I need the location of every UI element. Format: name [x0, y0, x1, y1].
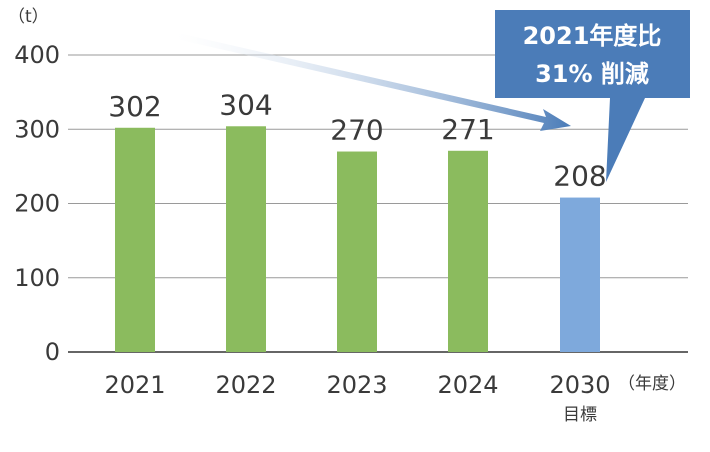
category-label-2023: 2023	[326, 371, 387, 399]
value-label-2030: 208	[553, 160, 606, 193]
value-labels: 302 304 270 271 208	[108, 88, 606, 192]
callout-box	[495, 10, 690, 182]
bar-2023	[337, 151, 377, 352]
value-label-2024: 271	[441, 113, 494, 146]
bar-2030	[560, 197, 600, 352]
bar-2022	[226, 126, 266, 352]
value-label-2022: 304	[219, 88, 272, 121]
callout-line-2: 31% 削減	[535, 60, 649, 88]
y-axis-unit: （t）	[8, 7, 49, 27]
category-labels: 2021 2022 2023 2024 2030	[104, 371, 610, 399]
value-label-2023: 270	[330, 114, 383, 147]
category-label-2030: 2030	[549, 371, 610, 399]
callout-line-1: 2021年度比	[523, 22, 662, 50]
bar-2024	[448, 150, 488, 352]
callout: 2021年度比 31% 削減	[495, 10, 690, 182]
category-label-2022: 2022	[215, 371, 276, 399]
y-tick-labels: 0 100 200 300 400	[14, 41, 60, 366]
category-label-2024: 2024	[437, 371, 498, 399]
bars	[115, 126, 600, 352]
bar-2021	[115, 127, 155, 352]
value-label-2021: 302	[108, 90, 161, 123]
target-label: 目標	[563, 405, 597, 425]
y-tick-label: 200	[14, 190, 60, 218]
x-axis-unit: （年度）	[618, 374, 686, 394]
y-tick-label: 400	[14, 41, 60, 69]
y-tick-label: 100	[14, 264, 60, 292]
category-label-2021: 2021	[104, 371, 165, 399]
y-tick-label: 300	[14, 115, 60, 143]
reduction-arrow	[176, 33, 571, 131]
y-tick-label: 0	[45, 338, 60, 366]
